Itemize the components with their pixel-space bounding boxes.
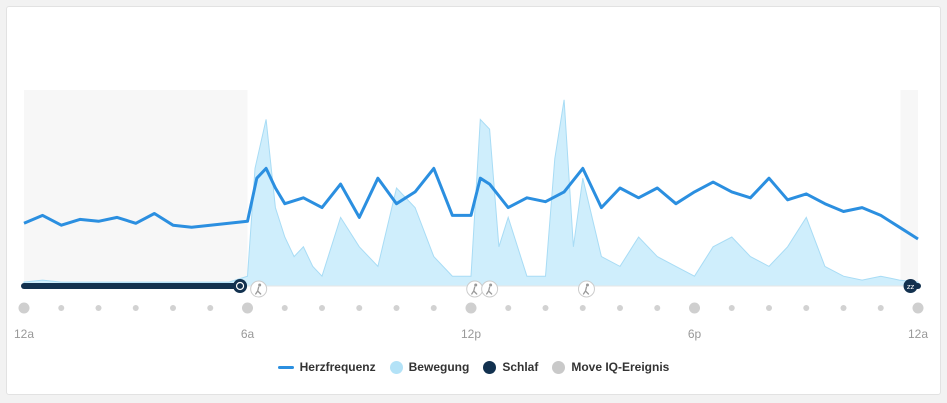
walking-icon-head	[258, 283, 262, 287]
hour-marker	[393, 305, 400, 311]
hour-marker	[58, 305, 65, 311]
legend-label-schlaf: Schlaf	[502, 360, 539, 374]
wake-alarm-icon	[233, 279, 248, 293]
legend-swatch-bewegung	[389, 360, 403, 374]
walking-icon-body	[582, 286, 590, 295]
legend-label-herzfrequenz: Herzfrequenz	[299, 360, 376, 374]
hour-marker	[356, 305, 363, 311]
hour-marker	[840, 305, 847, 311]
hour-marker	[803, 305, 810, 311]
legend-item-bewegung[interactable]: Bewegung	[389, 360, 470, 374]
hour-marker	[654, 305, 661, 311]
legend-item-moveiq[interactable]: Move IQ-Ereignis	[552, 360, 669, 374]
legend-swatch-schlaf	[483, 360, 497, 374]
sleep-shade	[24, 90, 248, 286]
sleep-start-icon	[903, 279, 918, 293]
hour-marker	[430, 305, 437, 311]
heart-rate-series	[23, 166, 919, 241]
legend-item-schlaf[interactable]: Schlaf	[483, 360, 538, 374]
walking-icon-body	[471, 286, 478, 295]
legend-item-herzfrequenz[interactable]: Herzfrequenz	[277, 360, 376, 374]
hour-marker-major	[242, 302, 253, 314]
legend-label-moveiq: Move IQ-Ereignis	[571, 360, 670, 374]
hour-marker	[579, 305, 586, 311]
hour-marker	[95, 305, 102, 311]
x-tick-label: 6a	[241, 327, 255, 341]
legend-label-bewegung: Bewegung	[408, 360, 470, 374]
legend-swatch-moveiq	[552, 360, 566, 374]
hour-marker	[170, 305, 176, 311]
x-tick-label: 12a	[908, 327, 928, 341]
hour-marker	[132, 305, 139, 311]
walking-icon-body	[255, 286, 262, 295]
walking-icon-head	[585, 283, 589, 287]
sleep-shade	[900, 90, 918, 286]
x-tick-label: 6p	[688, 327, 702, 341]
hour-marker	[281, 305, 288, 311]
hour-marker	[728, 305, 735, 311]
hour-marker-major	[912, 302, 924, 314]
hour-marker	[877, 305, 884, 311]
hour-marker-major	[465, 302, 477, 314]
legend: Herzfrequenz Bewegung Schlaf Move IQ-Ere…	[0, 360, 947, 374]
hour-marker-major	[689, 302, 700, 314]
x-tick-label: 12a	[14, 327, 34, 341]
walking-icon-head	[474, 283, 478, 287]
walking-icon-head	[489, 283, 493, 287]
hour-marker	[617, 305, 623, 311]
hour-marker	[505, 305, 512, 311]
x-tick-label: 12p	[461, 327, 481, 341]
hour-marker-major	[18, 302, 30, 314]
wake-alarm-icon-face	[235, 281, 245, 291]
legend-swatch-herzfrequenz	[277, 365, 294, 369]
hour-marker	[766, 305, 772, 311]
hour-marker	[207, 305, 214, 311]
sleep-zzz-icon: zz	[907, 283, 915, 291]
walking-icon-body	[485, 286, 493, 295]
hour-marker	[542, 305, 549, 311]
hour-marker	[319, 305, 325, 311]
